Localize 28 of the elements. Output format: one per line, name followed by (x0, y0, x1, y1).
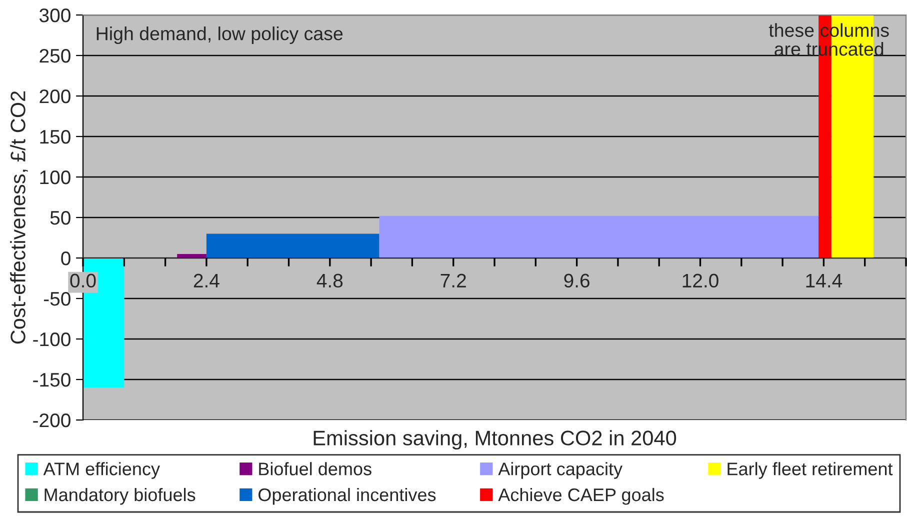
x-tick-label: 4.8 (316, 274, 343, 288)
y-tick-label: 100 (40, 170, 70, 184)
x-tick-label: 14.4 (806, 274, 842, 288)
legend-label: Achieve CAEP goals (498, 488, 664, 505)
y-tick-label: -100 (33, 332, 70, 346)
y-tick-label: -200 (33, 413, 70, 428)
y-axis-title: Cost-effectiveness, £/t CO2 (10, 91, 28, 344)
y-tick-label: 300 (39, 8, 70, 22)
legend-label: ATM efficiency (43, 462, 160, 479)
legend-label: Operational incentives (258, 488, 436, 505)
x-tick-label: 0.0 (70, 274, 96, 288)
y-tick-label: 0 (61, 251, 70, 266)
x-tick-label: 2.4 (194, 274, 220, 288)
y-tick-label: 250 (40, 48, 70, 63)
legend-label: Biofuel demos (259, 462, 372, 476)
x-tick-label: 7.2 (440, 274, 466, 288)
legend-label: Early fleet retirement (728, 462, 893, 479)
y-tick-label: 150 (40, 130, 70, 144)
y-tick-label: 50 (50, 210, 70, 225)
x-axis-title: Emission saving, Mtonnes CO2 in 2040 (314, 430, 676, 450)
y-tick-label: 200 (40, 89, 70, 104)
y-tick-label: -150 (33, 372, 70, 387)
legend-label: Airport capacity (498, 462, 623, 479)
legend-label: Mandatory biofuels (44, 488, 196, 505)
x-tick-label: 9.6 (564, 274, 590, 288)
annotation: High demand, low policy case (96, 26, 343, 44)
y-tick-label: -50 (44, 292, 70, 306)
x-tick-label: 12.0 (682, 274, 718, 288)
